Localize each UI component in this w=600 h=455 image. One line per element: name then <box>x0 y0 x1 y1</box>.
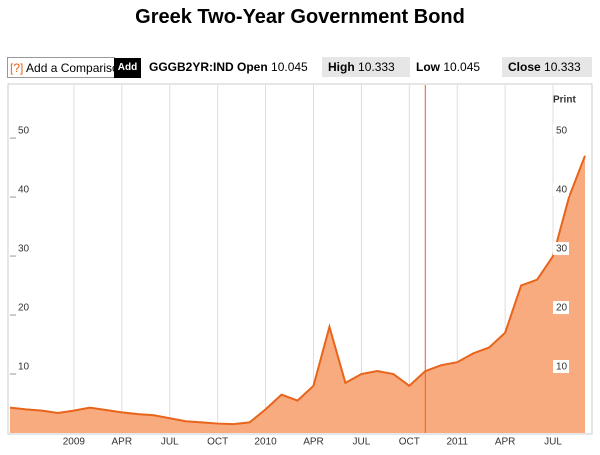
low-value: 10.045 <box>443 60 481 74</box>
x-tick-label: OCT <box>399 437 420 448</box>
close-stat: Close 10.333 <box>502 57 592 77</box>
low-stat: Low 10.045 <box>416 57 480 77</box>
y-tick-label: 40 <box>556 185 568 196</box>
y-tick-label: 40 <box>18 185 30 196</box>
x-tick-label: JUL <box>544 437 562 448</box>
x-tick-label: APR <box>495 437 516 448</box>
comparison-placeholder: Add a Comparison <box>26 61 126 75</box>
open-label: Open <box>237 60 268 74</box>
x-tick-label: APR <box>303 437 324 448</box>
plot-frame <box>7 83 593 435</box>
x-tick-label: 2011 <box>446 437 468 448</box>
close-value: 10.333 <box>544 60 581 74</box>
y-tick-label: 30 <box>18 244 30 255</box>
x-tick-label: 2009 <box>63 437 86 448</box>
comparison-input[interactable]: [?] Add a Comparison <box>7 57 125 78</box>
y-tick-label: 20 <box>18 303 30 314</box>
y-tick-label-bg <box>553 301 569 315</box>
y-tick-label: 30 <box>556 244 568 255</box>
help-icon[interactable]: [?] <box>10 61 24 75</box>
print-link[interactable]: Print <box>553 95 576 106</box>
high-stat: High 10.333 <box>322 57 410 77</box>
y-tick-label: 50 <box>556 126 568 137</box>
page-title: Greek Two-Year Government Bond <box>135 6 465 28</box>
line <box>9 155 586 426</box>
low-label: Low <box>416 60 440 74</box>
y-tick-label-bg <box>553 183 569 197</box>
area <box>10 155 585 433</box>
ticker: GGGB2YR:IND <box>149 60 234 74</box>
y-tick-label-bg <box>553 360 569 374</box>
high-label: High <box>328 60 355 74</box>
x-tick-label: APR <box>112 437 133 448</box>
open-value: 10.045 <box>271 60 308 74</box>
y-tick-label: 20 <box>556 303 568 314</box>
high-value: 10.333 <box>358 60 395 74</box>
add-button[interactable]: Add <box>114 58 141 78</box>
x-tick-label: JUL <box>352 437 370 448</box>
x-tick-label: 2010 <box>254 437 277 448</box>
y-tick-label: 10 <box>18 362 30 373</box>
x-tick-label: OCT <box>207 437 228 448</box>
y-tick-label-bg <box>553 124 569 138</box>
y-tick-label-bg <box>553 242 569 256</box>
open-stat: Open 10.045 <box>237 57 308 77</box>
close-label: Close <box>508 60 541 74</box>
y-tick-label: 50 <box>18 126 30 137</box>
y-tick-label: 10 <box>556 362 568 373</box>
x-tick-label: JUL <box>161 437 179 448</box>
